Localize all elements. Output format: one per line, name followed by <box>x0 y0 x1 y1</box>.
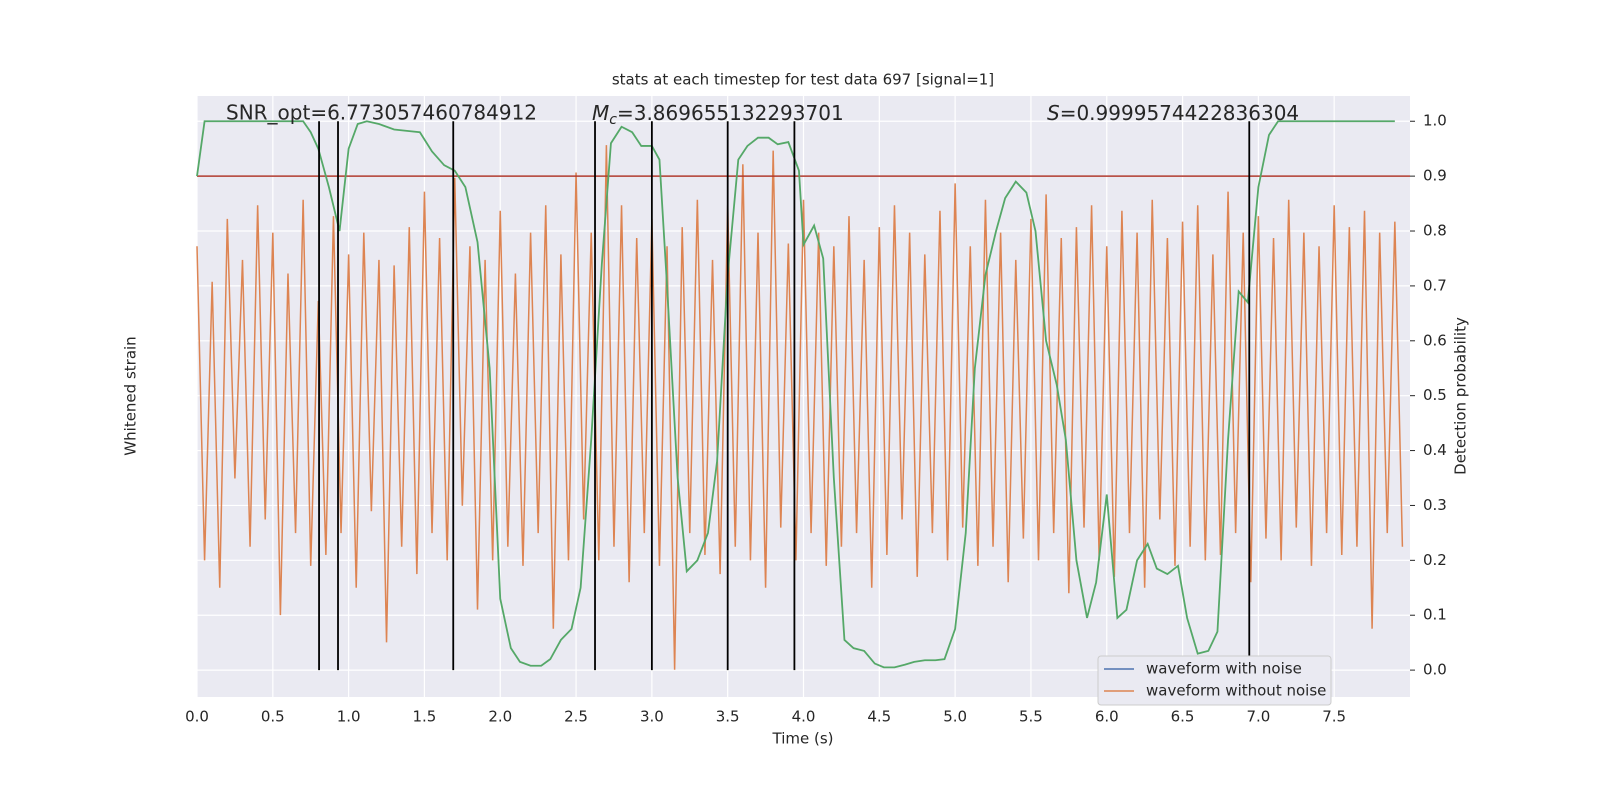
y2-tick-label: 0.6 <box>1423 331 1447 349</box>
x-tick-label: 6.5 <box>1171 708 1195 726</box>
x-tick-label: 5.5 <box>1019 708 1043 726</box>
y2-tick-label: 0.3 <box>1423 496 1447 514</box>
x-tick-label: 7.0 <box>1246 708 1270 726</box>
annotation-value: =0.9999574422836304 <box>1060 101 1299 125</box>
annotation-subscript: c <box>609 112 617 128</box>
legend-label: waveform with noise <box>1146 660 1302 678</box>
annotation: SNR_opt=6.773057460784912 <box>226 101 537 125</box>
x-tick-label: 4.5 <box>867 708 891 726</box>
x-tick-label: 4.0 <box>792 708 816 726</box>
x-tick-label: 3.5 <box>716 708 740 726</box>
y-axis-label: Whitened strain <box>122 336 140 455</box>
y2-axis-label: Detection probability <box>1452 317 1470 475</box>
x-tick-label: 7.5 <box>1322 708 1346 726</box>
y2-tick-label: 0.9 <box>1423 167 1447 185</box>
waveform-line <box>196 145 1404 670</box>
x-tick-label: 1.5 <box>413 708 437 726</box>
x-tick-label: 5.0 <box>943 708 967 726</box>
marks <box>196 120 1410 671</box>
x-tick-label: 2.0 <box>488 708 512 726</box>
legend: waveform with noise waveform without nois… <box>1097 655 1332 706</box>
annotation-symbol: M <box>592 101 609 125</box>
legend-box <box>1097 655 1332 706</box>
y2-tick-label: 0.8 <box>1423 222 1447 240</box>
y2-tick-label: 0.0 <box>1423 661 1447 679</box>
x-tick-label: 3.0 <box>640 708 664 726</box>
x-tick-label: 1.0 <box>337 708 361 726</box>
annotation: Mc=3.869655132293701 <box>592 101 844 129</box>
x-tick-label: 6.0 <box>1095 708 1119 726</box>
y2-tick-label: 0.7 <box>1423 276 1447 294</box>
x-tick-label: 0.0 <box>185 708 209 726</box>
y2-tick-label: 0.4 <box>1423 441 1447 459</box>
annotation-value: =3.869655132293701 <box>617 101 844 125</box>
annotation-symbol: S <box>1047 101 1060 125</box>
y2-tick-label: 0.1 <box>1423 606 1447 624</box>
chart-title: stats at each timestep for test data 697… <box>612 71 994 89</box>
y2-tick-label: 0.2 <box>1423 551 1447 569</box>
y2-tick-label: 0.5 <box>1423 386 1447 404</box>
legend-label: waveform without noise <box>1146 682 1326 700</box>
x-tick-label: 0.5 <box>261 708 285 726</box>
x-tick-label: 2.5 <box>564 708 588 726</box>
x-axis-label: Time (s) <box>772 730 834 748</box>
annotation: S=0.9999574422836304 <box>1047 101 1299 125</box>
y2-tick-label: 1.0 <box>1423 112 1447 130</box>
probability-line <box>196 120 1395 669</box>
